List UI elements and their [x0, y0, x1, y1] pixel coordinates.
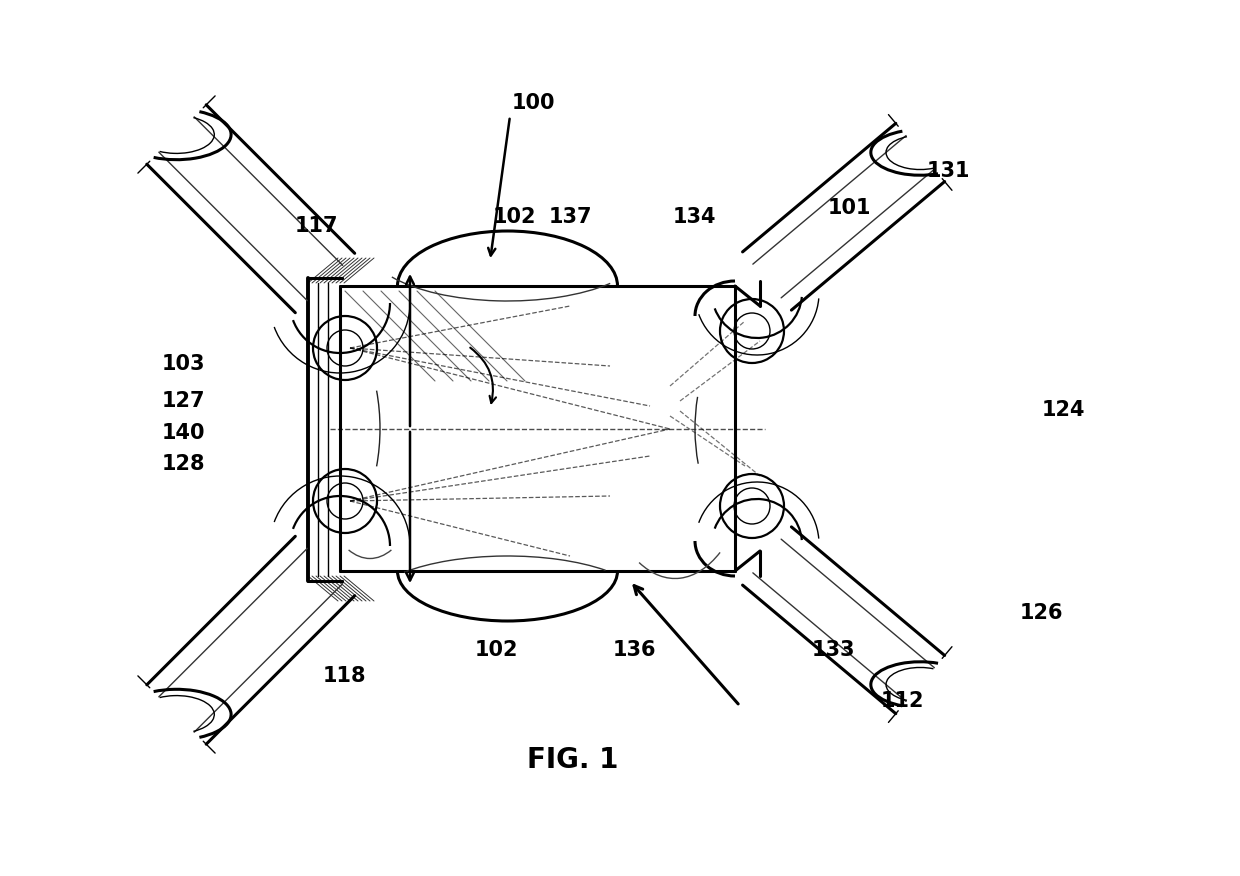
Text: 137: 137: [548, 208, 593, 227]
Text: 103: 103: [161, 354, 206, 373]
Text: 140: 140: [161, 423, 206, 442]
Text: 127: 127: [161, 392, 206, 411]
Text: 133: 133: [811, 640, 856, 660]
Text: 136: 136: [613, 640, 657, 660]
Text: FIG. 1: FIG. 1: [527, 746, 619, 774]
Text: 118: 118: [322, 667, 367, 686]
Text: 128: 128: [161, 455, 206, 474]
Text: 100: 100: [511, 94, 556, 113]
Text: 117: 117: [294, 216, 339, 236]
Text: 126: 126: [1019, 604, 1064, 623]
Text: 101: 101: [827, 198, 872, 217]
Text: 131: 131: [926, 161, 971, 180]
Text: 134: 134: [672, 208, 717, 227]
Text: 124: 124: [1042, 400, 1086, 420]
Text: 102: 102: [492, 208, 537, 227]
Text: 112: 112: [880, 691, 925, 710]
Text: 102: 102: [474, 640, 518, 660]
